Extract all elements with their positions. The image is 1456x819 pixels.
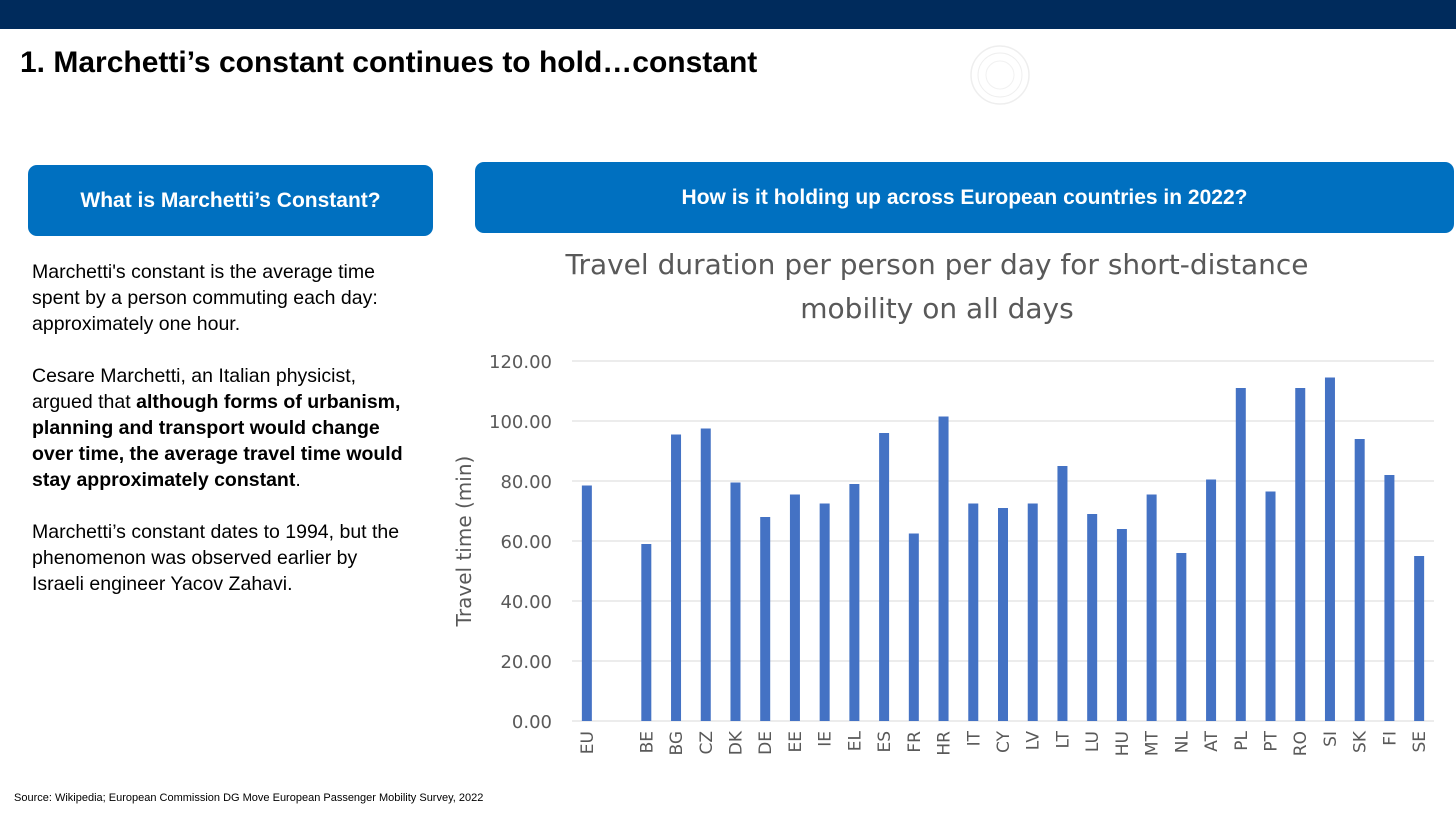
x-tick-label: BG	[667, 731, 687, 756]
bar-el	[849, 484, 860, 721]
logo-watermark-icon	[970, 45, 1030, 105]
bar-pl	[1235, 388, 1246, 721]
top-bar	[0, 0, 1456, 29]
argument-plain-text: Cesare Marchetti, an Italian physicist, …	[32, 365, 357, 413]
x-tick-label: HU	[1113, 731, 1133, 756]
x-tick-label: NL	[1172, 730, 1192, 753]
bar-se	[1414, 556, 1425, 721]
right-panel-heading: How is it holding up across European cou…	[475, 162, 1454, 233]
bar-ro	[1295, 388, 1306, 721]
paragraph-argument: Cesare Marchetti, an Italian physicist, …	[32, 363, 404, 493]
x-tick-label: SK	[1351, 730, 1371, 753]
bar-ie	[819, 503, 830, 721]
argument-bold-text: although forms of urbanism, planning and…	[32, 391, 403, 491]
bar-cy	[998, 508, 1008, 721]
bars	[581, 377, 1425, 721]
x-tick-label: SE	[1410, 731, 1430, 753]
x-tick-label: DE	[756, 731, 776, 755]
bar-fi	[1384, 475, 1395, 721]
bar-hr	[938, 416, 949, 721]
x-tick-label: RO	[1291, 731, 1311, 756]
x-tick-label: LT	[1053, 730, 1073, 748]
bar-ee	[789, 494, 800, 721]
bar-es	[879, 433, 890, 721]
bar-dk	[730, 482, 741, 721]
bar-hu	[1116, 529, 1127, 721]
y-axis-label: Travel time (min)	[452, 456, 476, 628]
argument-end-text: .	[295, 469, 301, 491]
x-tick-label: CY	[994, 730, 1014, 753]
paragraph-definition: Marchetti's constant is the average time…	[32, 261, 378, 335]
y-tick-labels: 0.00 20.00 40.00 60.00 80.00 100.00 120.00	[489, 352, 552, 733]
bar-lu	[1087, 514, 1098, 721]
bar-cz	[700, 428, 711, 721]
explanation-text: Marchetti's constant is the average time…	[32, 259, 404, 623]
y-tick-label: 60.00	[500, 532, 552, 553]
x-tick-label: EL	[845, 730, 865, 751]
x-tick-label: PL	[1232, 730, 1252, 750]
chart-title-line-1: Travel duration per person per day for s…	[564, 248, 1308, 281]
bar-be	[641, 544, 652, 721]
y-tick-label: 120.00	[489, 352, 552, 373]
x-tick-label: HR	[935, 731, 955, 756]
bar-lv	[1027, 503, 1038, 721]
bar-sk	[1354, 439, 1365, 721]
bar-lt	[1057, 466, 1068, 721]
x-tick-label: PT	[1262, 730, 1282, 751]
bar-bg	[671, 434, 682, 721]
source-note: Source: Wikipedia; European Commission D…	[14, 792, 484, 804]
x-tick-label: AT	[1202, 730, 1222, 751]
y-tick-label: 100.00	[489, 412, 552, 433]
x-tick-label: EU	[578, 731, 598, 754]
x-tick-label: FR	[905, 731, 925, 753]
bar-it	[968, 503, 979, 721]
chart-title-line-2: mobility on all days	[800, 292, 1073, 325]
x-tick-label: MT	[1143, 730, 1163, 756]
x-tick-label: ES	[875, 731, 895, 753]
bar-at	[1206, 479, 1217, 721]
bar-mt	[1146, 494, 1157, 721]
page-title: 1. Marchetti’s constant continues to hol…	[20, 46, 758, 79]
y-tick-label: 40.00	[500, 592, 552, 613]
bar-nl	[1176, 553, 1187, 721]
x-tick-label: LV	[1024, 731, 1044, 751]
travel-time-bar-chart: Travel duration per person per day for s…	[452, 248, 1434, 756]
bar-si	[1324, 377, 1335, 721]
bar-fr	[908, 533, 919, 721]
bar-eu	[581, 485, 592, 721]
x-tick-label: FI	[1380, 731, 1400, 746]
x-tick-label: IT	[964, 730, 984, 746]
x-tick-label: IE	[816, 731, 836, 747]
x-tick-label: DK	[726, 730, 746, 755]
bar-de	[760, 517, 771, 721]
x-tick-label: SI	[1321, 731, 1341, 747]
x-tick-labels: EU BE BG CZ DK DE EE IE EL ES FR HR IT CY LV LT LU HU MT NL…	[578, 730, 1430, 756]
x-tick-label: LU	[1083, 731, 1103, 752]
y-tick-label: 80.00	[500, 472, 552, 493]
x-tick-label: BE	[637, 731, 657, 753]
y-tick-label: 0.00	[512, 712, 552, 733]
left-panel-heading: What is Marchetti’s Constant?	[28, 165, 433, 236]
bar-pt	[1265, 491, 1276, 721]
x-tick-label: EE	[786, 731, 806, 752]
y-tick-label: 20.00	[500, 652, 552, 673]
x-tick-label: CZ	[697, 731, 717, 755]
paragraph-history: Marchetti’s constant dates to 1994, but …	[32, 521, 400, 595]
